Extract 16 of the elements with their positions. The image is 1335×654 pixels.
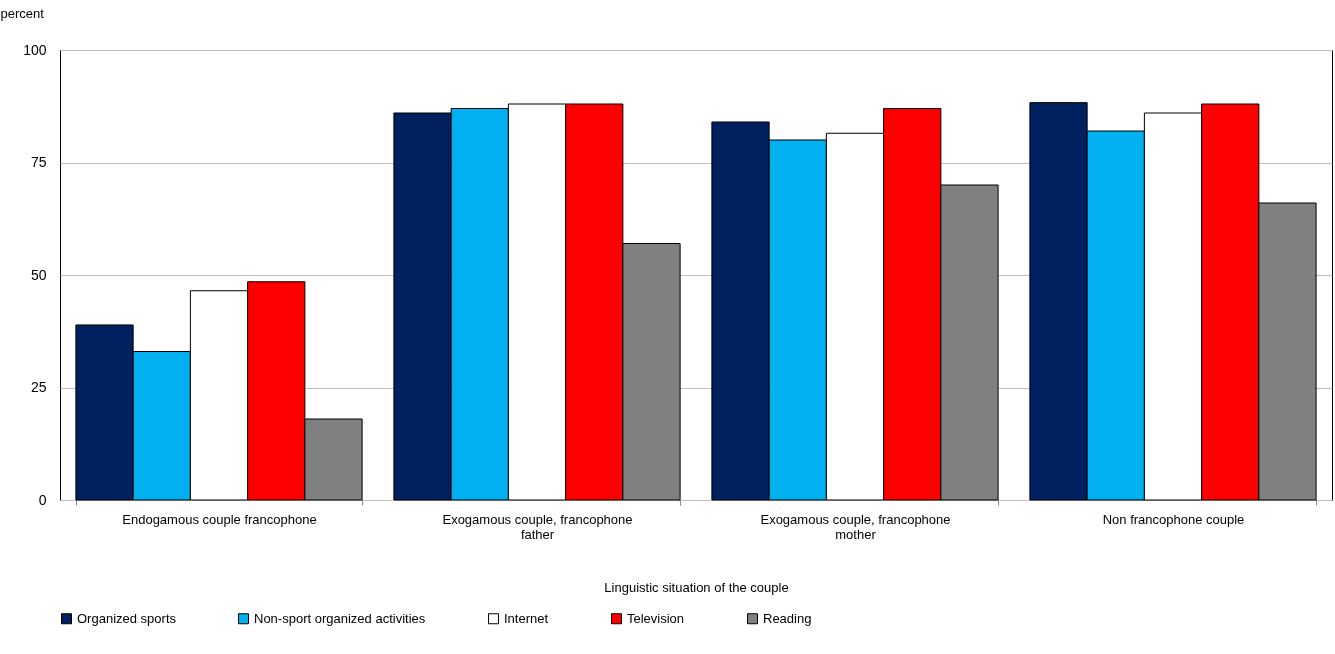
x-axis-title: Linguistic situation of the couple <box>604 579 789 595</box>
legend-label: Non-sport organized activities <box>254 610 426 626</box>
legend-label: Television <box>627 610 685 626</box>
y-tick-label: 50 <box>30 266 47 283</box>
x-tick-label: Exogamous couple, francophone father <box>442 511 633 542</box>
y-tick-label: 100 <box>23 41 47 58</box>
y-tick-label: 0 <box>38 491 47 508</box>
x-tick-label: Non francophone couple <box>1102 511 1245 527</box>
legend-label: Organized sports <box>77 610 177 626</box>
legend-label: Reading <box>763 610 812 626</box>
x-tick-label: Endogamous couple francophone <box>122 511 317 527</box>
x-tick-label: Exogamous couple, francophone mother <box>760 511 951 542</box>
y-tick-label: 25 <box>30 379 47 395</box>
y-tick-label: 75 <box>30 154 47 170</box>
y-axis-title: percent <box>0 5 45 21</box>
legend-label: Internet <box>504 610 549 626</box>
